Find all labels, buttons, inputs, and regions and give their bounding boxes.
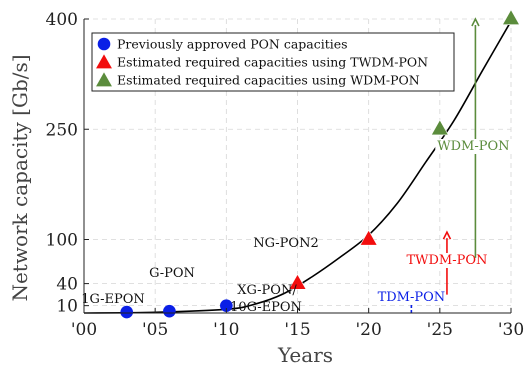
point-label: NG-PON2: [253, 236, 318, 251]
x-tick-label: '30: [498, 320, 524, 340]
legend-marker: [94, 53, 114, 69]
data-point-series-3: [501, 9, 521, 25]
y-tick-label: 100: [46, 231, 78, 251]
y-tick-label: 400: [46, 10, 78, 30]
data-point-series-1: [163, 304, 176, 318]
y-axis-label: Network capacity [Gb/s]: [8, 54, 32, 301]
wdm-pon-arrow-head: [471, 17, 480, 27]
point-label: 1G-EPON: [81, 292, 145, 307]
data-point-series-2: [288, 273, 307, 290]
x-tick-label: '15: [284, 320, 310, 340]
x-tick-label: '25: [427, 320, 453, 340]
legend-box: [91, 32, 455, 92]
point-label: G-PON: [149, 266, 195, 281]
data-point-series-3: [430, 119, 449, 136]
wdm-pon-label: WDM-PON: [437, 139, 509, 154]
point-label: 10G-EPON: [230, 300, 302, 315]
point-label-layer: 1G-EPON G-PON XG-PON/10G-EPON NG-PON2: [81, 236, 319, 315]
data-point-series-2: [359, 229, 378, 246]
legend-label: Estimated required capacities using WDM-…: [117, 73, 420, 88]
x-tick-label: '00: [71, 320, 97, 340]
data-point-series-1: [120, 305, 133, 319]
legend-marker: [94, 71, 114, 87]
legend: Previously approved PON capacities Estima…: [91, 32, 455, 92]
legend-label: Previously approved PON capacities: [117, 37, 348, 52]
marker-layer: [120, 9, 521, 319]
y-tick-label: 250: [46, 120, 78, 140]
legend-label: Estimated required capacities using TWDM…: [117, 55, 428, 70]
x-tick-label: '05: [142, 320, 168, 340]
y-tick-label: 10: [56, 297, 78, 317]
tdm-pon-label: TDM-PON: [378, 290, 446, 305]
twdm-pon-arrow-head: [442, 230, 452, 240]
x-tick-label: '20: [356, 320, 382, 340]
twdm-pon-label-background: [404, 253, 490, 268]
x-tick-label: '10: [213, 320, 239, 340]
point-label: XG-PON/: [237, 283, 297, 298]
legend-marker: [97, 37, 111, 51]
wdm-pon-label-background: [435, 139, 512, 154]
data-point-series-1: [220, 299, 233, 312]
tdm-pon-label-background: [375, 290, 448, 305]
y-tick-label: 40: [56, 275, 78, 295]
x-axis-label: Years: [277, 343, 333, 367]
twdm-pon-label: TWDM-PON: [406, 253, 487, 268]
arrow-layer: TDM-PON TWDM-PON WDM-PON: [375, 17, 512, 313]
